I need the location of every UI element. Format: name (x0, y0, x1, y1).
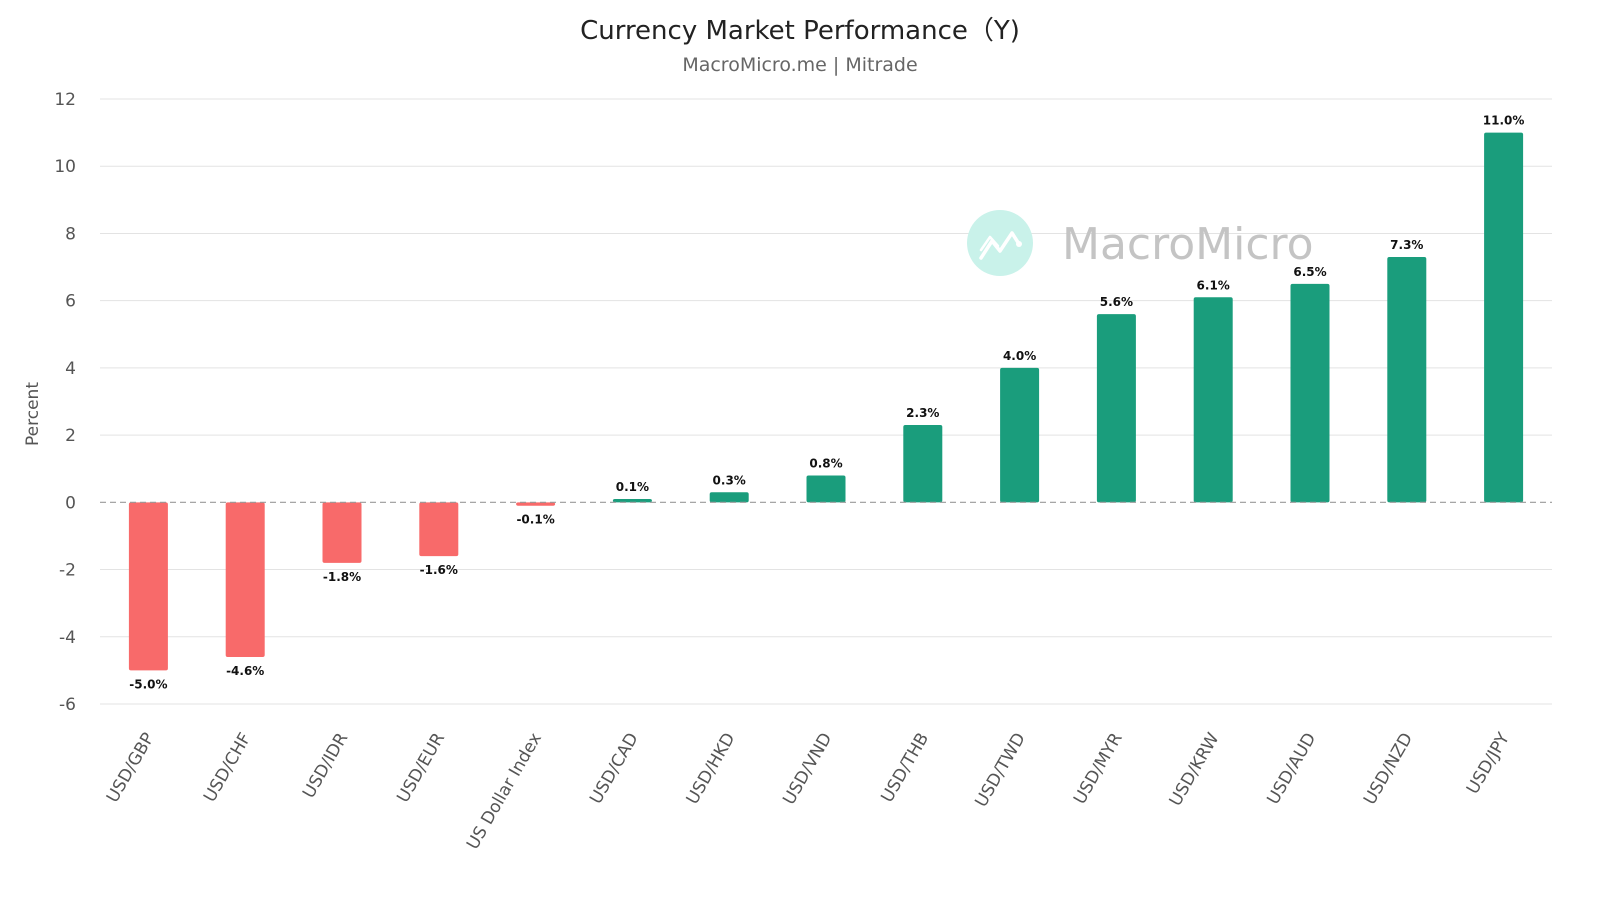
bar[interactable] (1193, 297, 1233, 503)
bar[interactable] (709, 492, 749, 503)
bars (128, 132, 1524, 671)
y-tick-label: -4 (59, 628, 76, 648)
data-labels: -5.0% -4.6% -1.8% -1.6% -0.1% 0.1% 0.3% 0.8% 2.3… (129, 114, 1524, 692)
y-tick-label: 6 (65, 292, 76, 312)
grid-lines (100, 98, 1552, 705)
data-label: 11.0% (1483, 114, 1525, 128)
bar[interactable] (225, 502, 265, 657)
x-category-label: USD/MYR (1070, 729, 1127, 808)
x-category-label: USD/HKD (683, 730, 740, 808)
bar[interactable] (612, 498, 652, 503)
y-axis-ticks: 12 10 8 6 4 2 0 -2 -4 -6 (54, 90, 76, 715)
y-tick-label: 4 (65, 359, 76, 379)
data-label: -0.1% (516, 513, 554, 527)
x-category-label: US Dollar Index (463, 730, 546, 854)
macromicro-logo-icon (967, 210, 1033, 276)
data-label: 0.1% (616, 480, 649, 494)
y-tick-label: 0 (65, 493, 76, 513)
x-category-label: USD/THB (877, 730, 933, 807)
data-label: 0.8% (809, 456, 842, 470)
y-tick-label: -2 (59, 561, 76, 581)
data-label: -1.8% (323, 570, 361, 584)
chart-title: Currency Market Performance（Y) (580, 16, 1020, 46)
bar[interactable] (1484, 132, 1524, 503)
data-label: -1.6% (420, 563, 458, 577)
watermark-text: MacroMicro (1062, 219, 1314, 270)
x-axis-categories: USD/GBP USD/CHF USD/IDR USD/EUR US Dollar In… (103, 729, 1514, 853)
y-tick-label: 12 (54, 90, 76, 110)
x-category-label: USD/TWD (971, 730, 1029, 811)
y-tick-label: -6 (59, 695, 76, 715)
x-category-label: USD/AUD (1263, 730, 1320, 809)
data-label: 6.1% (1197, 278, 1230, 292)
y-tick-label: 8 (65, 224, 76, 244)
bar[interactable] (128, 502, 168, 671)
data-label: 5.6% (1100, 295, 1133, 309)
data-label: 6.5% (1293, 265, 1326, 279)
y-tick-label: 2 (65, 426, 76, 446)
y-axis-title: Percent (23, 382, 43, 446)
data-label: 2.3% (906, 406, 939, 420)
x-category-label: USD/GBP (103, 730, 159, 807)
bar[interactable] (1290, 283, 1330, 503)
bar[interactable] (1000, 367, 1040, 503)
data-label: 7.3% (1390, 238, 1423, 252)
data-label: 4.0% (1003, 349, 1036, 363)
bar[interactable] (516, 502, 556, 506)
x-category-label: USD/EUR (393, 729, 449, 806)
x-category-label: USD/CAD (586, 730, 643, 808)
bar[interactable] (419, 502, 459, 557)
x-category-label: USD/NZD (1360, 730, 1417, 809)
bar[interactable] (1387, 256, 1427, 503)
x-category-label: USD/VND (779, 730, 836, 809)
data-label: -4.6% (226, 664, 264, 678)
bar[interactable] (903, 425, 943, 503)
watermark: MacroMicro (967, 210, 1314, 276)
data-label: 0.3% (713, 473, 746, 487)
x-category-label: USD/CHF (200, 730, 256, 806)
y-tick-label: 10 (54, 157, 76, 177)
x-category-label: USD/IDR (299, 729, 352, 801)
chart-subtitle: MacroMicro.me | Mitrade (682, 54, 918, 76)
bar[interactable] (806, 475, 846, 503)
x-category-label: USD/JPY (1463, 729, 1514, 798)
data-label: -5.0% (129, 677, 167, 691)
bar[interactable] (322, 502, 362, 563)
x-category-label: USD/KRW (1166, 729, 1224, 809)
bar[interactable] (1096, 314, 1136, 503)
